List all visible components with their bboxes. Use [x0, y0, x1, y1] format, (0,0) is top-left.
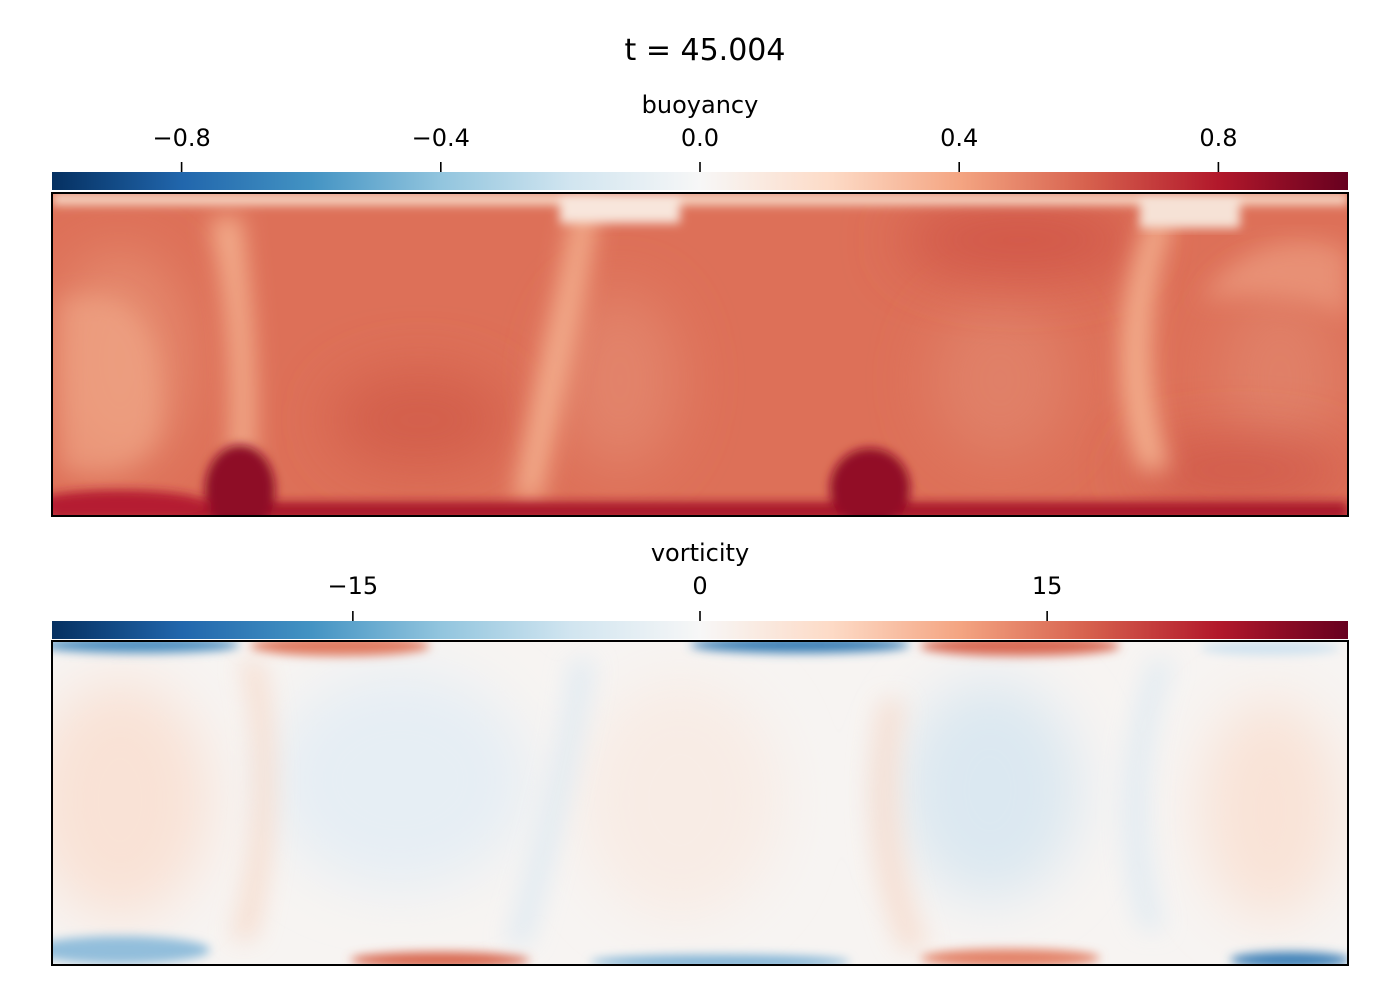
buoyancy-colorbar-ticks: −0.8 −0.4 0.0 0.4 0.8	[152, 124, 1237, 172]
buoyancy-colorbar-tick-label: −0.4	[412, 124, 470, 152]
vorticity-heatmap	[52, 641, 1348, 965]
vorticity-colorbar	[52, 621, 1348, 639]
vorticity-colorbar-tick-label: 15	[1032, 572, 1063, 600]
buoyancy-colorbar-tick-label: 0.8	[1199, 124, 1237, 152]
vorticity-colorbar-ticks: −15 0 15	[328, 572, 1063, 621]
vorticity-colorbar-label: vorticity	[651, 539, 749, 567]
vorticity-colorbar-tick-label: −15	[328, 572, 379, 600]
buoyancy-colorbar	[52, 172, 1348, 190]
buoyancy-heatmap	[52, 193, 1348, 516]
buoyancy-colorbar-tick-label: 0.4	[940, 124, 978, 152]
buoyancy-panel: buoyancy −0.8 −0.4 0.0 0.4 0.8	[51, 91, 1349, 517]
vorticity-colorbar-tick-label: 0	[692, 572, 707, 600]
vorticity-panel: vorticity −15 0 15	[51, 539, 1349, 966]
buoyancy-colorbar-tick-label: −0.8	[152, 124, 210, 152]
figure-title: t = 45.004	[625, 33, 786, 68]
buoyancy-colorbar-label: buoyancy	[642, 91, 759, 119]
buoyancy-colorbar-tick-label: 0.0	[681, 124, 719, 152]
